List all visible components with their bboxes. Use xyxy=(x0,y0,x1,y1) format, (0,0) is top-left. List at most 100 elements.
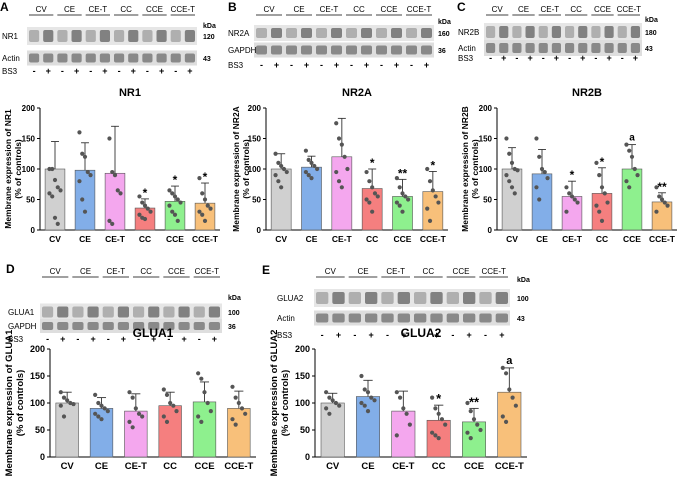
blot-band xyxy=(42,322,54,330)
data-point xyxy=(58,188,63,193)
bar-cce xyxy=(621,168,643,231)
data-point xyxy=(137,194,142,199)
data-point xyxy=(624,142,629,147)
blot-band xyxy=(406,28,417,38)
chart-glua1: GLUA1 Membrane expression of GLUA1(% of c… xyxy=(0,325,265,479)
data-point xyxy=(564,209,569,214)
bar-cv xyxy=(55,402,79,458)
blot-panel-D: D CV CE CE-T CC CCE CCE-T GLUA1 100 GAPDH 36 kDa BS3… xyxy=(0,262,258,344)
y-tick-label: 50 xyxy=(252,196,261,205)
kda-marker: 160 xyxy=(438,31,450,38)
blot-band xyxy=(256,45,267,55)
blot-band xyxy=(99,53,110,63)
blot-band xyxy=(381,292,394,304)
blot-band xyxy=(332,292,345,304)
blot-band xyxy=(604,43,614,53)
chart-svg-nr1: NR1 Membrane expression of NR1(% of contr… xyxy=(3,87,220,244)
chart-svg-nr2b: NR2B Membrane expression of NR2B(% of con… xyxy=(460,87,677,244)
data-point xyxy=(605,200,610,205)
blot-row-label: Actin xyxy=(458,44,476,53)
data-point xyxy=(148,209,153,214)
bs3-sign: - xyxy=(76,334,79,344)
blot-row-label: GLUA1 xyxy=(8,308,35,317)
data-point xyxy=(594,203,599,208)
data-point xyxy=(309,176,314,181)
data-point xyxy=(164,419,170,424)
chart-nr2b: NR2B Membrane expression of NR2B(% of con… xyxy=(457,82,685,260)
kda-label: kDa xyxy=(203,23,216,30)
blot-membrane xyxy=(27,27,197,45)
panel-letter: D xyxy=(6,262,15,276)
blot-band xyxy=(551,43,561,53)
bs3-sign: + xyxy=(102,66,107,76)
panel-letter: A xyxy=(0,0,9,14)
bs3-sign: + xyxy=(274,60,279,70)
blot-band xyxy=(316,313,329,323)
lane-group-label: CCE xyxy=(381,5,398,14)
panel-letter: E xyxy=(262,263,270,277)
data-point xyxy=(537,197,542,202)
bs3-sign: - xyxy=(350,60,353,70)
x-tick-label: CV xyxy=(506,234,518,244)
lane-group-label: CV xyxy=(50,267,62,276)
data-point xyxy=(230,417,235,422)
data-point xyxy=(509,185,515,190)
data-point xyxy=(406,197,411,202)
lane-group-label: CC xyxy=(570,5,582,14)
y-tick-label: 150 xyxy=(30,371,45,381)
data-point xyxy=(80,151,85,156)
data-point xyxy=(200,212,205,217)
data-point xyxy=(407,422,412,427)
chart-title: GLUA1 xyxy=(133,326,174,340)
data-point xyxy=(93,392,98,397)
bs3-sign: + xyxy=(394,60,399,70)
blot-row-label: GAPDH xyxy=(228,46,257,55)
data-point xyxy=(394,176,399,181)
y-tick-label: 0 xyxy=(488,226,493,235)
bs3-sign: + xyxy=(121,334,126,344)
bs3-sign: - xyxy=(46,334,49,344)
data-point xyxy=(200,191,205,196)
bs3-sign: + xyxy=(434,330,439,340)
data-point xyxy=(367,179,372,184)
data-point xyxy=(82,154,88,159)
data-point xyxy=(168,400,173,406)
data-point xyxy=(130,395,135,400)
blot-band xyxy=(479,292,492,304)
blot-band xyxy=(604,26,614,38)
y-tick-label: 200 xyxy=(248,104,262,113)
x-tick-label: CCE xyxy=(623,234,641,244)
data-point xyxy=(372,191,378,196)
significance-mark: ** xyxy=(398,166,408,180)
bs3-sign: + xyxy=(554,53,559,63)
data-point xyxy=(375,194,380,199)
blot-row-label: GAPDH xyxy=(8,322,37,331)
data-point xyxy=(199,419,204,424)
bs3-sign: + xyxy=(467,330,472,340)
data-point xyxy=(233,395,238,400)
blot-band xyxy=(114,53,125,63)
data-point xyxy=(507,387,512,392)
data-point xyxy=(133,406,138,411)
data-point xyxy=(659,197,665,202)
lane-group-label: CV xyxy=(492,5,504,14)
y-axis-label: Membrane expression of NR1(% of controls… xyxy=(3,109,23,229)
blot-band xyxy=(184,30,195,42)
blot-band xyxy=(463,313,476,323)
data-point xyxy=(77,179,82,184)
chart-title: NR1 xyxy=(119,87,141,99)
lane-group-label: CCE xyxy=(453,267,470,276)
blot-band xyxy=(102,322,114,330)
lane-group-label: CCE-T xyxy=(481,267,506,276)
data-point xyxy=(178,200,183,205)
bar-cce-t xyxy=(422,191,444,231)
bs3-sign: - xyxy=(568,53,571,63)
data-point xyxy=(107,218,112,223)
significance-mark: * xyxy=(570,168,575,182)
data-point xyxy=(303,169,308,175)
data-point xyxy=(572,197,577,202)
bs3-sign: + xyxy=(181,334,186,344)
data-point xyxy=(170,209,175,214)
y-tick-label: 150 xyxy=(479,135,493,144)
kda-marker: 120 xyxy=(203,34,215,41)
